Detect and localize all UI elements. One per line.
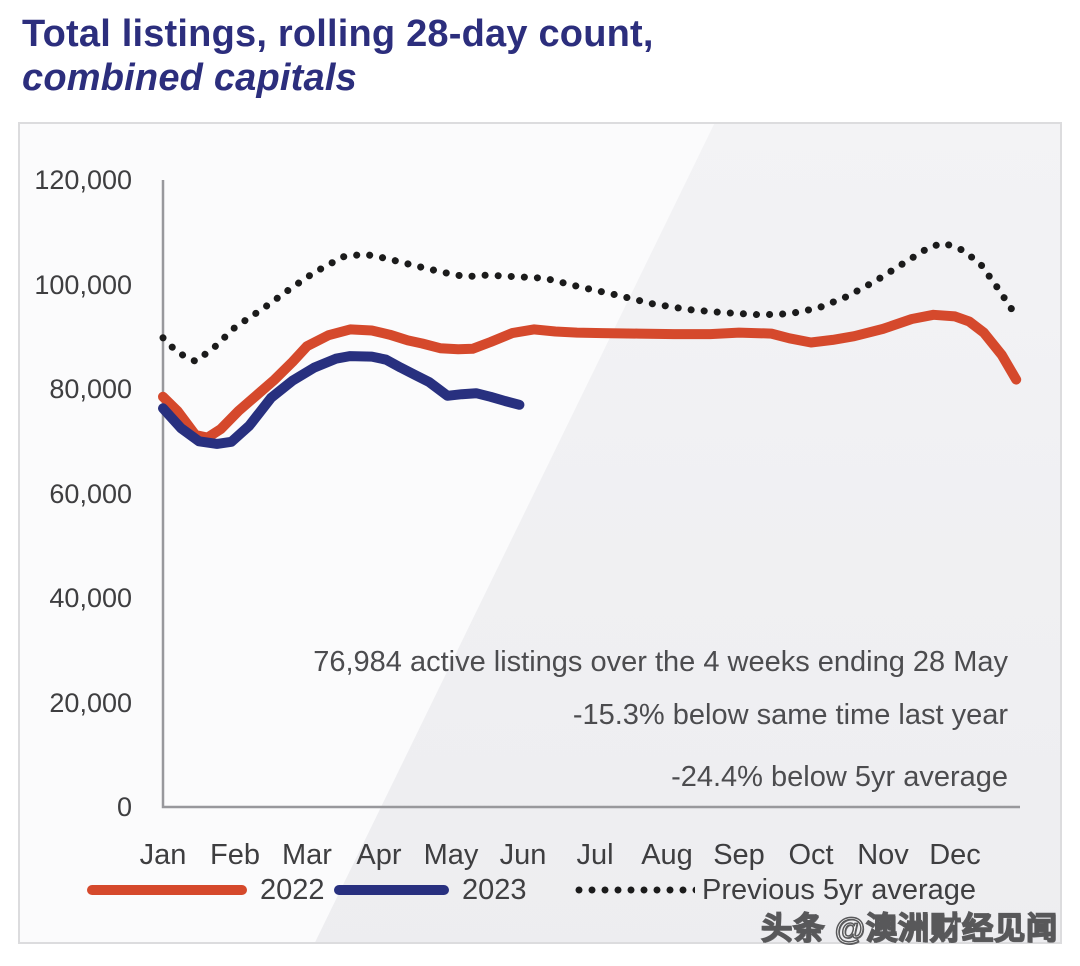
series-lines (158, 239, 1022, 449)
x-axis-label-dec: Dec (929, 839, 981, 871)
series-line-2022 (158, 309, 1022, 443)
x-axis-label-oct: Oct (788, 839, 834, 871)
x-axis-label-feb: Feb (210, 839, 260, 871)
legend-label-2023: 2023 (462, 874, 527, 906)
axis-lines (161, 180, 1020, 809)
series-line-2023 (158, 351, 525, 449)
x-axis-label-jun: Jun (499, 839, 547, 871)
x-axis-label-jan: Jan (139, 839, 187, 871)
chart-title-line2: combined capitals (22, 57, 357, 99)
x-axis-label-sep: Sep (713, 839, 765, 871)
annotation-active-listings: 76,984 active listings over the 4 weeks … (313, 646, 1008, 678)
chart-title-line1: Total listings, rolling 28-day count, (22, 13, 654, 55)
x-axis-label-nov: Nov (857, 839, 909, 871)
series-line-previous-5yr-average (159, 239, 1022, 365)
x-axis-label-apr: Apr (356, 839, 402, 871)
y-axis-tick-label: 40,000 (49, 583, 132, 613)
legend-label-2022: 2022 (260, 874, 325, 906)
watermark: 头条 @澳洲财经见闻 (760, 910, 1058, 947)
x-axis-label-aug: Aug (641, 839, 693, 871)
x-axis-label-jul: Jul (576, 839, 614, 871)
y-axis-tick-label: 120,000 (34, 165, 132, 195)
legend-swatch-5yr-average (575, 886, 695, 894)
annotation-vs-5yr-average: -24.4% below 5yr average (671, 761, 1008, 793)
y-axis-tick-label: 80,000 (49, 374, 132, 404)
y-axis-tick-label: 0 (116, 792, 132, 822)
y-axis-tick-label: 60,000 (49, 478, 132, 509)
legend-swatch-2022 (87, 885, 247, 895)
legend-label-5yr-average: Previous 5yr average (702, 874, 977, 906)
y-axis-tick-label: 20,000 (49, 687, 132, 718)
x-axis-label-may: May (423, 839, 479, 871)
annotation-vs-last-year: -15.3% below same time last year (572, 699, 1008, 731)
chart-title: Total listings, rolling 28-day count, co… (22, 12, 654, 100)
y-axis-tick-label: 100,000 (34, 269, 132, 300)
x-axis-label-mar: Mar (282, 839, 332, 871)
legend-swatch-2023 (334, 885, 449, 895)
chart-card: 120,000 100,000 80,000 60,000 40,000 20,000 0 … (18, 122, 1062, 944)
chart-plot (158, 180, 1022, 809)
